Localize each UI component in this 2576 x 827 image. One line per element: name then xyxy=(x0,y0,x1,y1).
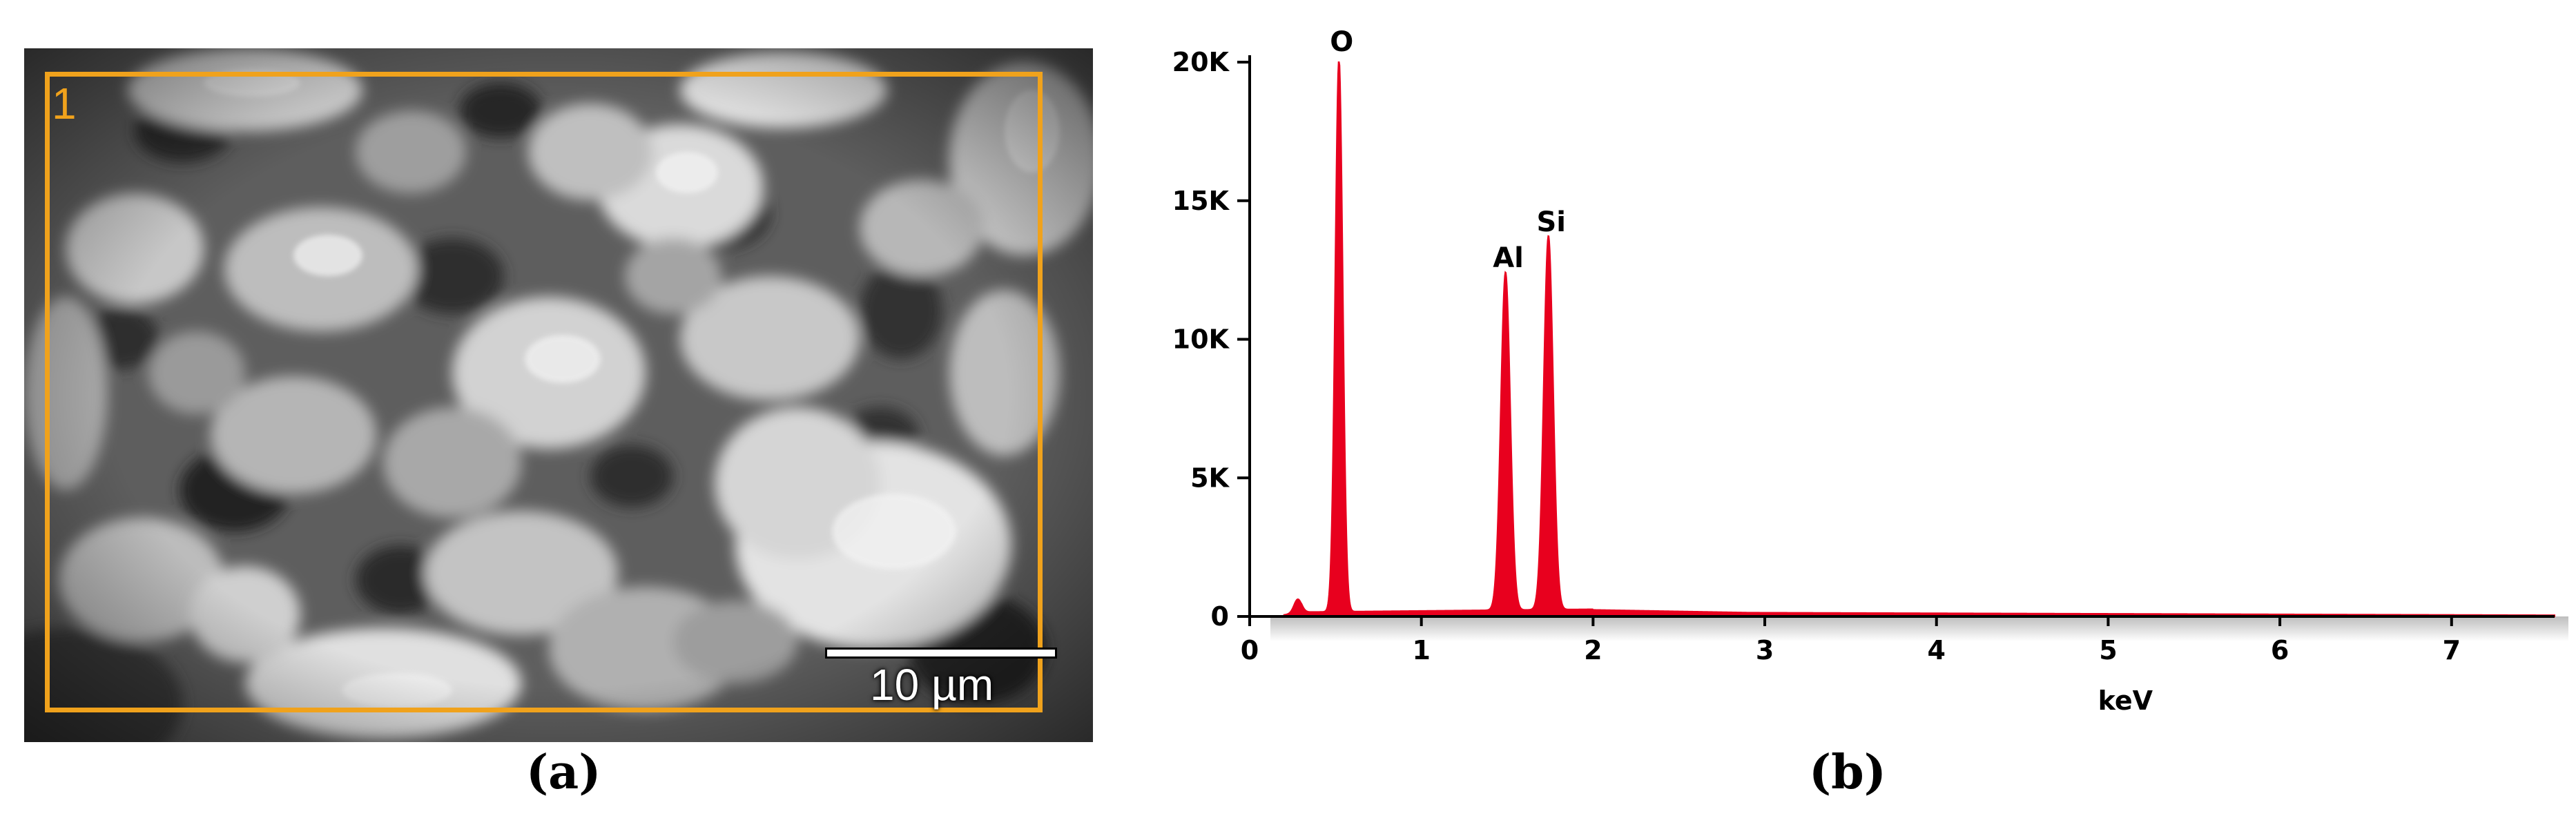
x-axis-label: keV xyxy=(2098,685,2153,716)
peak-label-o: O xyxy=(1330,26,1353,58)
scale-bar-label: 10 µm xyxy=(870,660,994,710)
x-tick-label: 0 xyxy=(1241,635,1259,665)
peak-label-al: Al xyxy=(1493,242,1524,274)
x-tick-label: 1 xyxy=(1412,635,1430,665)
axis-shadow xyxy=(1270,616,2568,641)
spectrum-area xyxy=(1283,61,2555,617)
x-tick-label: 5 xyxy=(2099,635,2117,665)
x-tick-label: 3 xyxy=(1756,635,1774,665)
panel-a-caption: (a) xyxy=(526,745,601,800)
sem-micrograph: 1 10 µm xyxy=(24,48,1093,742)
y-tick-label: 10K xyxy=(1172,324,1230,355)
x-tick-label: 4 xyxy=(1928,635,1946,665)
y-axis-ticks: 0 5K 10K 15K 20K xyxy=(1172,47,1250,632)
x-tick-label: 6 xyxy=(2271,635,2289,665)
x-tick-label: 7 xyxy=(2443,635,2461,665)
x-tick-label: 2 xyxy=(1584,635,1602,665)
sem-texture xyxy=(24,48,1093,742)
scale-bar xyxy=(825,648,1057,659)
peak-label-si: Si xyxy=(1536,206,1566,238)
peak-labels: O Al Si xyxy=(1330,26,1566,274)
panel-b-caption: (b) xyxy=(1809,745,1886,800)
y-tick-label: 0 xyxy=(1211,601,1229,632)
analysis-region-label: 1 xyxy=(52,79,77,128)
y-tick-label: 5K xyxy=(1190,463,1230,493)
x-axis-ticks: 0 1 2 3 4 5 6 7 xyxy=(1241,616,2461,665)
eds-spectrum-chart: 0 5K 10K 15K 20K 0 1 2 3 4 5 6 7 O Al Si keV xyxy=(1172,26,2568,716)
y-tick-label: 15K xyxy=(1172,186,1230,216)
y-tick-label: 20K xyxy=(1172,47,1230,77)
